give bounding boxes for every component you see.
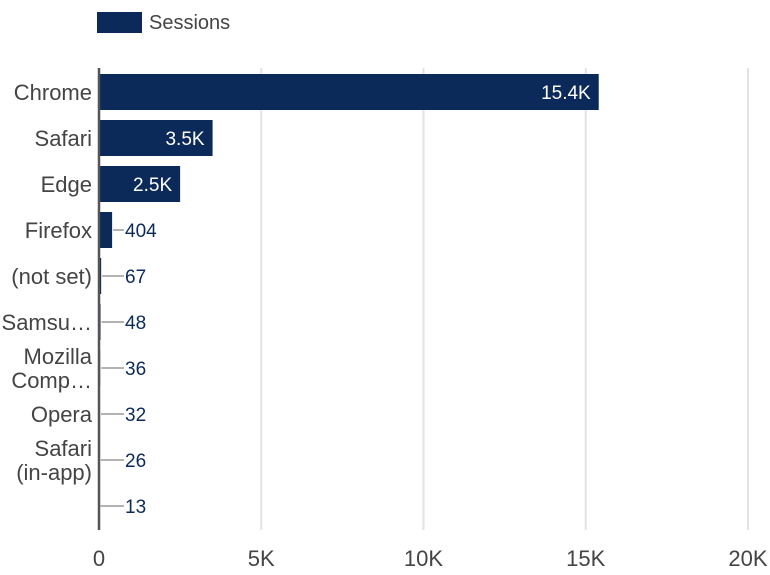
category-label: (not set) [11, 264, 92, 289]
bar-value-label: 404 [125, 221, 157, 242]
category-label: Firefox [25, 218, 92, 243]
bar-value-label: 3.5K [165, 129, 204, 150]
category-label: Safari [35, 436, 92, 461]
bar-value-label: 32 [125, 405, 146, 426]
x-tick-label: 5K [248, 546, 275, 570]
bar-value-label: 2.5K [133, 175, 172, 196]
category-label: Samsu… [2, 310, 92, 335]
bar-value-label: 26 [125, 451, 146, 472]
bar-value-label: 36 [125, 359, 146, 380]
bar-value-label: 13 [125, 497, 146, 518]
x-tick-label: 15K [566, 546, 605, 570]
category-label: Chrome [14, 80, 92, 105]
category-label: (in-app) [16, 460, 92, 485]
category-label: Edge [41, 172, 92, 197]
legend-label-sessions: Sessions [149, 12, 230, 34]
legend-swatch [97, 12, 142, 33]
x-tick-label: 0 [93, 546, 105, 570]
category-label: Opera [31, 402, 93, 427]
category-label: Safari [35, 126, 92, 151]
x-tick-label: 10K [404, 546, 443, 570]
bar-3 [99, 212, 112, 248]
category-label: Mozilla [24, 344, 93, 369]
bar-value-label: 15.4K [541, 83, 591, 104]
bar-0 [99, 74, 599, 110]
bar-value-label: 67 [125, 267, 146, 288]
category-label: Comp… [11, 368, 92, 393]
x-tick-label: 20K [728, 546, 767, 570]
bar-value-label: 48 [125, 313, 146, 334]
